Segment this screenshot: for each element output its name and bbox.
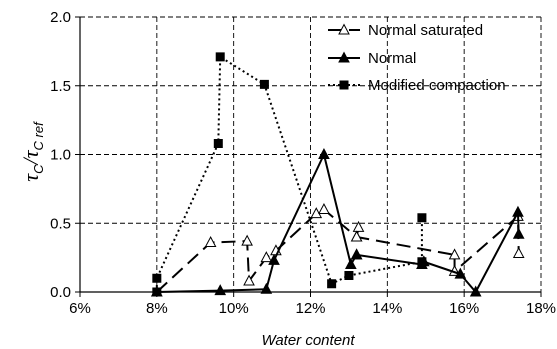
y-title-tau1: τ — [18, 173, 43, 182]
data-point — [152, 287, 162, 297]
legend-label: Normal — [368, 50, 416, 67]
data-point — [454, 267, 467, 279]
y-tick-label: 1.0 — [50, 147, 71, 164]
data-point — [260, 251, 273, 263]
data-point — [260, 282, 273, 294]
data-point — [352, 220, 365, 232]
y-tick-label: 0.0 — [50, 284, 71, 301]
grid — [80, 16, 542, 292]
data-point — [345, 258, 357, 270]
data-point — [327, 279, 337, 289]
data-point — [268, 253, 280, 265]
series-layer — [151, 52, 525, 297]
y-axis-title: τC/τC ref — [18, 121, 46, 182]
data-point — [417, 213, 427, 223]
x-tick-label: 14% — [372, 300, 402, 317]
data-point — [512, 227, 525, 239]
data-point — [214, 284, 227, 296]
y-title-tau2: τ — [18, 149, 43, 158]
legend: Normal saturated Normal Modified compactio… — [328, 22, 506, 94]
data-point — [512, 205, 524, 217]
series-normal — [151, 148, 525, 297]
data-point — [215, 52, 225, 62]
y-tick-label: 1.5 — [50, 78, 71, 95]
legend-item: Modified compaction — [328, 77, 506, 94]
x-tick-label: 10% — [219, 300, 249, 317]
data-point — [243, 274, 255, 286]
legend-marker — [339, 80, 349, 90]
x-tick-label: 12% — [295, 300, 325, 317]
data-point — [350, 230, 363, 242]
data-point — [344, 271, 354, 280]
data-point — [469, 285, 482, 297]
x-tick-label: 6% — [69, 300, 91, 317]
data-point — [350, 248, 363, 260]
legend-marker — [338, 51, 350, 63]
data-point — [512, 247, 525, 259]
legend-label: Normal saturated — [368, 22, 483, 39]
data-point — [241, 234, 253, 246]
y-tick-label: 0.5 — [50, 215, 71, 232]
data-point — [213, 139, 223, 148]
legend-item: Normal — [328, 50, 416, 67]
data-point — [259, 79, 269, 89]
x-tick-label: 18% — [526, 300, 556, 317]
data-point — [448, 248, 461, 260]
data-point — [318, 148, 330, 160]
data-point — [152, 273, 162, 283]
svg-text:τC/τC ref: τC/τC ref — [18, 121, 46, 182]
series-modified-compaction — [152, 52, 427, 297]
y-title-slash: / — [18, 156, 43, 166]
data-point — [417, 257, 427, 267]
x-tick-label: 8% — [146, 300, 168, 317]
y-tick-label: 2.0 — [50, 9, 71, 26]
data-point — [204, 236, 217, 248]
axes: 6% 8% 10% 12% 14% 16% 18% 0.0 0.5 1.0 1.5 2.0 — [50, 9, 556, 317]
x-axis-title: Water content — [261, 332, 355, 349]
data-point — [318, 203, 330, 215]
y-title-sub2: C ref — [31, 121, 46, 151]
x-tick-label: 16% — [449, 300, 479, 317]
legend-marker — [338, 23, 350, 35]
legend-label: Modified compaction — [368, 77, 506, 94]
legend-item: Normal saturated — [328, 22, 483, 39]
y-title-sub1: C — [31, 164, 46, 174]
